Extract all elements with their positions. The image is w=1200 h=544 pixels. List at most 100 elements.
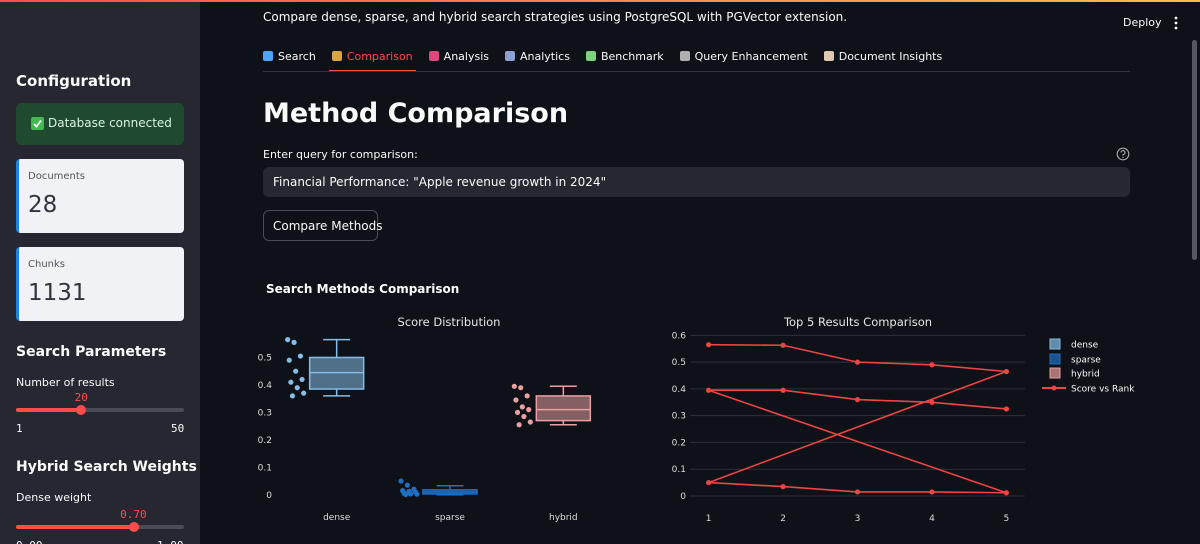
point	[403, 491, 409, 498]
point	[289, 393, 296, 399]
deploy-button[interactable]: Deploy	[1123, 16, 1162, 29]
slider-value: 0.70	[120, 508, 147, 521]
point	[297, 353, 304, 359]
tab-icon	[823, 51, 834, 61]
slider-track	[16, 408, 184, 412]
tab-label: Analysis	[443, 49, 489, 63]
point	[404, 482, 410, 488]
x-tick-label: 4	[929, 514, 935, 524]
legend-label: dense	[1071, 341, 1099, 351]
point	[414, 491, 420, 497]
point	[285, 337, 291, 343]
point	[518, 385, 524, 391]
metric-label: Documents	[28, 171, 86, 182]
menu-icon[interactable]	[1173, 15, 1179, 31]
point	[294, 385, 300, 391]
slider-max: 50	[171, 422, 185, 435]
tab[interactable]: Query Enhancement	[679, 48, 808, 64]
point	[1003, 368, 1009, 375]
y-tick-label: 0.5	[672, 358, 686, 368]
section-title: Search Methods Comparison	[266, 282, 460, 296]
point	[288, 379, 294, 385]
y-tick-label: 0.4	[672, 385, 687, 395]
y-tick-label: 0.5	[258, 353, 272, 363]
tab-icon	[585, 51, 596, 61]
tab-label: Search	[278, 49, 316, 63]
tab[interactable]: Analytics	[505, 48, 570, 64]
page-title: Method Comparison	[263, 98, 569, 129]
point	[854, 397, 861, 403]
slider-value: 20	[74, 391, 88, 404]
sidebar-title: Configuration	[16, 72, 132, 90]
point	[513, 397, 519, 403]
tab[interactable]: Search	[263, 48, 316, 64]
point	[706, 387, 712, 393]
y-tick-label: 0	[266, 491, 272, 501]
point	[519, 404, 525, 410]
point	[854, 359, 861, 365]
slider-label: Number of results	[16, 376, 115, 389]
metric-card: Chunks 1131	[16, 247, 184, 321]
legend-swatch	[1049, 353, 1061, 365]
y-tick-label: 0.6	[672, 331, 687, 341]
point	[514, 409, 521, 415]
point	[521, 413, 527, 420]
slider-handle[interactable]	[76, 405, 87, 415]
slider-min: 0.00	[16, 539, 43, 544]
legend-label: hybrid	[1071, 370, 1100, 380]
point	[929, 489, 935, 495]
point	[706, 342, 712, 348]
chart-title: Score Distribution	[398, 315, 501, 329]
tab-icon	[428, 51, 439, 61]
legend-swatch	[1049, 338, 1061, 350]
tab-label: Comparison	[346, 49, 413, 63]
y-tick-label: 0.3	[258, 408, 272, 418]
slider-handle[interactable]	[128, 522, 139, 532]
section-title: Search Parameters	[16, 344, 167, 360]
point	[780, 484, 786, 490]
tab-icon	[331, 51, 342, 61]
point	[929, 399, 935, 405]
input-label: Enter query for comparison:	[263, 148, 418, 161]
subtitle: Compare dense, sparse, and hybrid search…	[263, 10, 848, 24]
sidebar: Configuration Database connected Documen…	[0, 0, 200, 544]
point	[929, 362, 935, 368]
button-label: Compare Methods	[273, 219, 383, 233]
status-text: Database connected	[48, 116, 172, 130]
slider-fill	[16, 408, 82, 412]
point	[527, 419, 533, 425]
scrollbar[interactable]	[1192, 40, 1197, 260]
point	[780, 387, 786, 393]
x-tick-label: 1	[706, 514, 712, 524]
tab[interactable]: Analysis	[428, 48, 489, 64]
point	[780, 342, 786, 348]
x-tick-label: dense	[323, 513, 351, 523]
slider-label: Dense weight	[16, 491, 92, 504]
x-tick-label: hybrid	[549, 513, 578, 523]
point	[1003, 406, 1009, 412]
tab-icon	[679, 51, 690, 61]
metric-value: 28	[28, 192, 58, 218]
tab-label: Analytics	[520, 49, 570, 63]
point	[1003, 490, 1009, 496]
query-input[interactable]: Financial Performance: "Apple revenue gr…	[263, 167, 1130, 197]
tab-icon	[263, 51, 273, 61]
tab-label: Benchmark	[600, 49, 664, 63]
help-icon[interactable]	[1116, 147, 1130, 161]
tab[interactable]: Document Insights	[823, 48, 942, 64]
legend-label: sparse	[1071, 356, 1101, 366]
compare-button[interactable]: Compare Methods	[263, 210, 383, 241]
x-tick-label: 3	[855, 514, 861, 524]
tab[interactable]: Benchmark	[585, 48, 664, 64]
point	[286, 357, 292, 363]
y-tick-label: 0	[680, 492, 686, 502]
y-tick-label: 0.2	[258, 436, 272, 446]
y-tick-label: 0.4	[258, 381, 273, 391]
point	[293, 368, 299, 374]
x-tick-label: sparse	[435, 513, 465, 523]
check-icon	[31, 117, 44, 130]
legend-swatch	[1051, 385, 1057, 391]
box	[535, 395, 592, 422]
section-title: Hybrid Search Weights	[16, 459, 197, 475]
